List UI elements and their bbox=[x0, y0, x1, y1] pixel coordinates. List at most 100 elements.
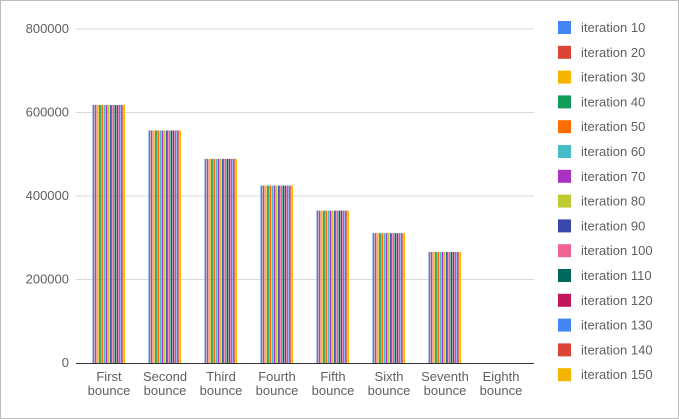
legend-swatch-0 bbox=[558, 21, 571, 34]
legend-label-13: iteration 140 bbox=[581, 342, 653, 357]
x-category-label-5-1: bounce bbox=[368, 383, 411, 398]
bar-6-5 bbox=[439, 251, 442, 363]
bar-4-12 bbox=[342, 210, 345, 363]
legend-label-5: iteration 60 bbox=[581, 144, 645, 159]
bar-5-9 bbox=[392, 233, 394, 363]
bar-6-0 bbox=[428, 251, 431, 363]
bar-3-0 bbox=[260, 185, 263, 363]
bar-3-14 bbox=[291, 185, 293, 363]
x-category-label-7-1: bounce bbox=[480, 383, 523, 398]
legend-item-13: iteration 140 bbox=[558, 342, 653, 357]
legend-item-2: iteration 30 bbox=[558, 70, 645, 85]
legend-swatch-14 bbox=[558, 368, 571, 382]
legend-label-12: iteration 130 bbox=[581, 318, 653, 333]
legend-swatch-12 bbox=[558, 318, 571, 332]
legend-item-9: iteration 100 bbox=[558, 243, 653, 258]
bar-1-6 bbox=[161, 130, 164, 363]
bar-1-12 bbox=[174, 130, 177, 363]
bar-4-6 bbox=[329, 210, 332, 363]
bar-1-5 bbox=[159, 130, 162, 363]
legend-label-10: iteration 110 bbox=[581, 268, 652, 283]
bar-0-13 bbox=[121, 104, 123, 364]
legend-label-14: iteration 150 bbox=[581, 367, 653, 382]
legend-label-2: iteration 30 bbox=[581, 70, 645, 85]
bar-2-14 bbox=[235, 158, 237, 363]
y-tick-label-3: 600000 bbox=[26, 105, 69, 120]
bar-2-3 bbox=[211, 158, 213, 363]
bar-2-13 bbox=[233, 158, 235, 363]
bar-2-1 bbox=[206, 158, 209, 363]
bar-1-0 bbox=[148, 130, 151, 363]
bar-3-2 bbox=[264, 185, 267, 363]
bar-0-0 bbox=[92, 104, 95, 364]
bar-3-6 bbox=[273, 185, 276, 363]
bar-0-5 bbox=[103, 104, 106, 364]
bar-5-12 bbox=[398, 233, 401, 363]
bar-2-6 bbox=[217, 158, 220, 363]
bar-5-14 bbox=[403, 233, 405, 363]
bar-5-2 bbox=[376, 233, 379, 363]
bar-5-13 bbox=[401, 233, 403, 363]
bar-6-2 bbox=[432, 251, 435, 363]
x-category-label-2-1: bounce bbox=[200, 383, 243, 398]
bar-2-9 bbox=[224, 158, 226, 363]
bar-0-14 bbox=[123, 104, 125, 364]
bar-0-7 bbox=[107, 104, 110, 364]
bar-group-0 bbox=[92, 104, 125, 364]
y-axis-ticks: 0 200000 400000 600000 800000 bbox=[26, 21, 69, 370]
bar-3-7 bbox=[275, 185, 278, 363]
bar-6-14 bbox=[459, 251, 461, 363]
legend-item-4: iteration 50 bbox=[558, 119, 645, 134]
bar-0-6 bbox=[105, 104, 108, 364]
bar-3-11 bbox=[284, 185, 287, 363]
bar-4-10 bbox=[338, 210, 341, 363]
bar-5-5 bbox=[383, 233, 386, 363]
legend-item-3: iteration 40 bbox=[558, 94, 645, 109]
bar-4-5 bbox=[327, 210, 330, 363]
bar-2-5 bbox=[215, 158, 218, 363]
y-tick-label-0: 0 bbox=[62, 355, 69, 370]
y-tick-label-4: 800000 bbox=[26, 21, 69, 36]
bar-2-11 bbox=[228, 158, 231, 363]
x-category-label-3-1: bounce bbox=[256, 383, 299, 398]
bar-4-0 bbox=[316, 210, 319, 363]
y-tick-label-2: 400000 bbox=[26, 188, 69, 203]
x-category-label-4-1: bounce bbox=[312, 383, 355, 398]
legend-swatch-11 bbox=[558, 293, 571, 307]
bar-1-8 bbox=[166, 130, 168, 363]
x-category-label-3-0: Fourth bbox=[258, 369, 296, 384]
x-category-label-6-1: bounce bbox=[424, 383, 467, 398]
bar-4-1 bbox=[318, 210, 321, 363]
legend-label-9: iteration 100 bbox=[581, 243, 653, 258]
bar-6-3 bbox=[435, 251, 437, 363]
legend-item-12: iteration 130 bbox=[558, 318, 653, 333]
bar-1-1 bbox=[150, 130, 153, 363]
x-category-label-1-1: bounce bbox=[144, 383, 187, 398]
legend-item-14: iteration 150 bbox=[558, 367, 653, 382]
bar-5-1 bbox=[374, 233, 377, 363]
bar-2-12 bbox=[230, 158, 233, 363]
bar-3-10 bbox=[282, 185, 285, 363]
bar-6-7 bbox=[443, 251, 446, 363]
bar-5-11 bbox=[396, 233, 399, 363]
bar-group-6 bbox=[428, 251, 461, 363]
bar-0-9 bbox=[112, 104, 114, 364]
bar-4-9 bbox=[336, 210, 338, 363]
legend-item-10: iteration 110 bbox=[558, 268, 652, 283]
gridlines bbox=[76, 28, 534, 280]
legend-label-1: iteration 20 bbox=[581, 45, 645, 60]
bar-2-7 bbox=[219, 158, 222, 363]
legend-swatch-10 bbox=[558, 269, 571, 282]
legend: iteration 10 iteration 20 iteration 30 iter… bbox=[558, 20, 653, 382]
legend-item-11: iteration 120 bbox=[558, 293, 653, 308]
legend-item-6: iteration 70 bbox=[558, 169, 645, 184]
bar-6-11 bbox=[452, 251, 455, 363]
x-category-label-0-1: bounce bbox=[88, 383, 131, 398]
bar-4-8 bbox=[334, 210, 336, 363]
bar-6-12 bbox=[454, 251, 457, 363]
bars bbox=[92, 104, 461, 364]
legend-swatch-2 bbox=[558, 70, 571, 84]
bar-3-8 bbox=[278, 185, 280, 363]
x-category-label-2-0: Third bbox=[206, 369, 236, 384]
